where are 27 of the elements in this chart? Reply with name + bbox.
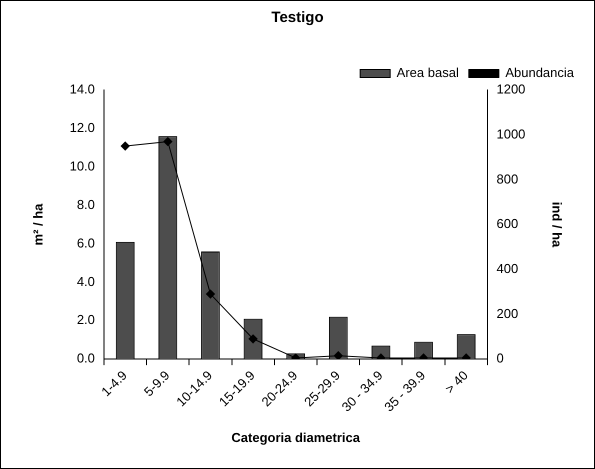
y2-tick-label: 600 bbox=[496, 216, 518, 232]
y-tick-label: 12.0 bbox=[70, 120, 95, 136]
y-tick-label: 4.0 bbox=[76, 274, 95, 289]
point bbox=[334, 351, 343, 360]
x-axis-title: Categoria diametrica bbox=[231, 430, 361, 445]
y2-tick-label: 1200 bbox=[496, 82, 526, 97]
y2-tick-label: 1000 bbox=[496, 126, 526, 142]
point bbox=[248, 334, 258, 344]
chart-title: Testigo bbox=[271, 9, 324, 26]
point bbox=[163, 137, 172, 146]
legend-label: Area basal bbox=[396, 65, 459, 80]
y-axis-title: m² / ha bbox=[30, 202, 46, 246]
y2-tick-label: 400 bbox=[496, 260, 518, 276]
y-tick-label: 10.0 bbox=[70, 158, 95, 174]
legend-label: Abundancia bbox=[505, 65, 575, 80]
y-tick-label: 8.0 bbox=[76, 196, 95, 212]
y-tick-label: 14.0 bbox=[70, 82, 95, 97]
y-tick-label: 0.0 bbox=[76, 350, 95, 366]
y2-tick-label: 200 bbox=[496, 306, 518, 321]
x-tick-label: > 40 bbox=[442, 368, 471, 396]
y2-tick-label: 800 bbox=[496, 171, 518, 186]
y-tick-label: 6.0 bbox=[76, 235, 95, 250]
y2-tick-label: 0 bbox=[496, 350, 504, 366]
point bbox=[206, 290, 215, 299]
y-tick-label: 2.0 bbox=[76, 312, 95, 328]
y2-axis-title: ind / ha bbox=[550, 202, 565, 248]
point bbox=[120, 142, 130, 151]
